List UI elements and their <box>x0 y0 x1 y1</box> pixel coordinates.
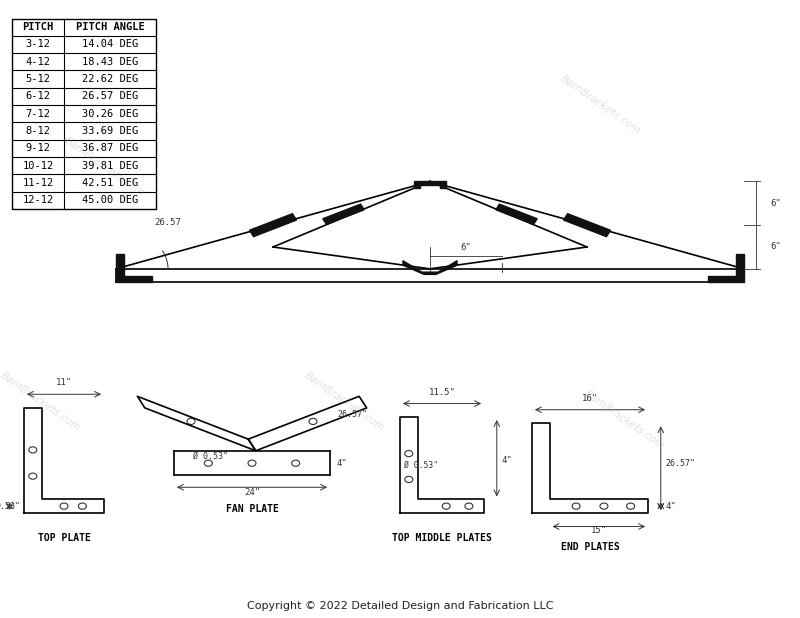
Text: 4": 4" <box>336 459 347 468</box>
Text: 14.04 DEG: 14.04 DEG <box>82 40 138 49</box>
Text: 26.57: 26.57 <box>154 218 182 227</box>
Polygon shape <box>563 214 610 237</box>
Polygon shape <box>250 214 297 237</box>
Polygon shape <box>707 254 744 282</box>
Text: 18.43 DEG: 18.43 DEG <box>82 57 138 67</box>
Text: Copyright © 2022 Detailed Design and Fabrication LLC: Copyright © 2022 Detailed Design and Fab… <box>246 601 554 611</box>
Text: Ø 0.53": Ø 0.53" <box>193 452 228 461</box>
Text: 36.87 DEG: 36.87 DEG <box>82 143 138 153</box>
Text: 22.62 DEG: 22.62 DEG <box>82 74 138 84</box>
Bar <box>12 19 156 209</box>
Text: 45.00 DEG: 45.00 DEG <box>82 195 138 205</box>
Text: 26.57": 26.57" <box>666 459 696 468</box>
Text: 11-12: 11-12 <box>22 178 54 188</box>
Text: FAN PLATE: FAN PLATE <box>226 504 278 514</box>
Text: BarnBrackets.com: BarnBrackets.com <box>0 370 82 433</box>
Polygon shape <box>403 261 457 274</box>
Text: BarnBrackets.com: BarnBrackets.com <box>62 135 146 198</box>
Text: 33.69 DEG: 33.69 DEG <box>82 126 138 136</box>
Text: PITCH: PITCH <box>22 22 54 32</box>
Text: 0.53": 0.53" <box>0 502 20 510</box>
Text: 15": 15" <box>590 527 607 535</box>
Text: TOP PLATE: TOP PLATE <box>38 533 90 543</box>
Text: TOP MIDDLE PLATES: TOP MIDDLE PLATES <box>392 533 492 543</box>
Text: 30.26 DEG: 30.26 DEG <box>82 109 138 119</box>
Text: 26.57": 26.57" <box>338 410 368 420</box>
Text: 3-12: 3-12 <box>26 40 50 49</box>
Text: 4": 4" <box>502 455 512 465</box>
Text: 12-12: 12-12 <box>22 195 54 205</box>
Text: 6": 6" <box>770 242 781 252</box>
Text: 42.51 DEG: 42.51 DEG <box>82 178 138 188</box>
Text: Ø 0.53": Ø 0.53" <box>404 460 438 470</box>
Text: BarnBrackets.com: BarnBrackets.com <box>558 74 642 137</box>
Text: 10-12: 10-12 <box>22 161 54 171</box>
Text: 39.81 DEG: 39.81 DEG <box>82 161 138 171</box>
Text: 6": 6" <box>461 243 471 252</box>
Text: 24": 24" <box>244 488 260 497</box>
Polygon shape <box>496 204 538 224</box>
Text: 26.57 DEG: 26.57 DEG <box>82 91 138 101</box>
Text: 5-12: 5-12 <box>26 74 50 84</box>
Text: 11.5": 11.5" <box>429 387 455 397</box>
Text: BarnBrackets.com: BarnBrackets.com <box>582 389 666 452</box>
Text: 6": 6" <box>770 199 781 208</box>
Polygon shape <box>116 254 153 282</box>
Text: 6-12: 6-12 <box>26 91 50 101</box>
Text: 11": 11" <box>56 378 72 387</box>
Text: 8-12: 8-12 <box>26 126 50 136</box>
Text: 4": 4" <box>666 502 676 510</box>
Text: PITCH ANGLE: PITCH ANGLE <box>76 22 144 32</box>
Polygon shape <box>414 182 446 188</box>
Text: END PLATES: END PLATES <box>561 542 619 552</box>
Text: BarnBrackets.com: BarnBrackets.com <box>302 370 386 433</box>
Text: 7-12: 7-12 <box>26 109 50 119</box>
Text: 9-12: 9-12 <box>26 143 50 153</box>
Text: 16": 16" <box>582 394 598 403</box>
Polygon shape <box>322 204 364 224</box>
Text: 4-12: 4-12 <box>26 57 50 67</box>
